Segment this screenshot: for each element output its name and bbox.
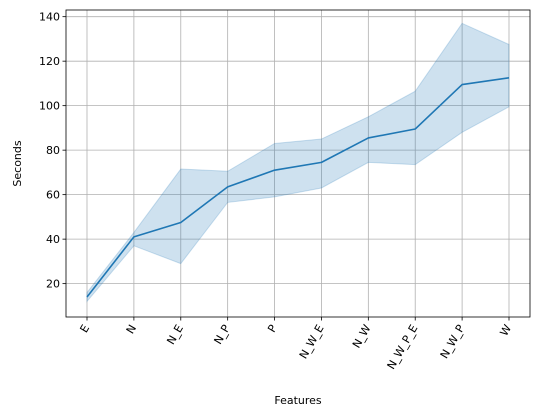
x-tick-label: N_E xyxy=(164,322,186,346)
y-tick-label: 120 xyxy=(39,55,60,68)
series-line-group xyxy=(86,77,510,298)
x-tick-label: N_W_E xyxy=(297,322,327,361)
y-tick-label: 80 xyxy=(46,144,60,157)
y-tick-label: 60 xyxy=(46,189,60,202)
y-tick-label: 100 xyxy=(39,100,60,113)
y-tick-label: 140 xyxy=(39,11,60,24)
confidence-band-group xyxy=(86,22,510,303)
x-tick-label: N_P xyxy=(211,322,233,346)
x-tick-label: N_W xyxy=(350,322,374,350)
x-axis-label: Features xyxy=(274,394,322,407)
x-tick-label: N_W_P xyxy=(438,322,468,361)
x-tick-label: N xyxy=(124,323,139,337)
y-tick-label: 40 xyxy=(46,233,60,246)
plot-frame xyxy=(65,9,531,318)
x-axis-ticks: E N N_E N_P P N_W_E N_W N_W_P_E N_W_P W xyxy=(77,317,514,372)
y-tick-label: 20 xyxy=(46,278,60,291)
x-tick-label: W xyxy=(497,322,514,338)
x-tick-label: P xyxy=(265,322,280,335)
y-axis-ticks: 20 40 60 80 100 120 140 xyxy=(39,11,66,291)
x-tick-label: N_W_P_E xyxy=(385,322,421,371)
x-tick-label: E xyxy=(77,322,92,335)
grid-lines xyxy=(66,10,530,317)
confidence-band xyxy=(86,22,510,303)
y-axis-label: Seconds xyxy=(11,140,24,186)
series-line xyxy=(86,77,510,298)
